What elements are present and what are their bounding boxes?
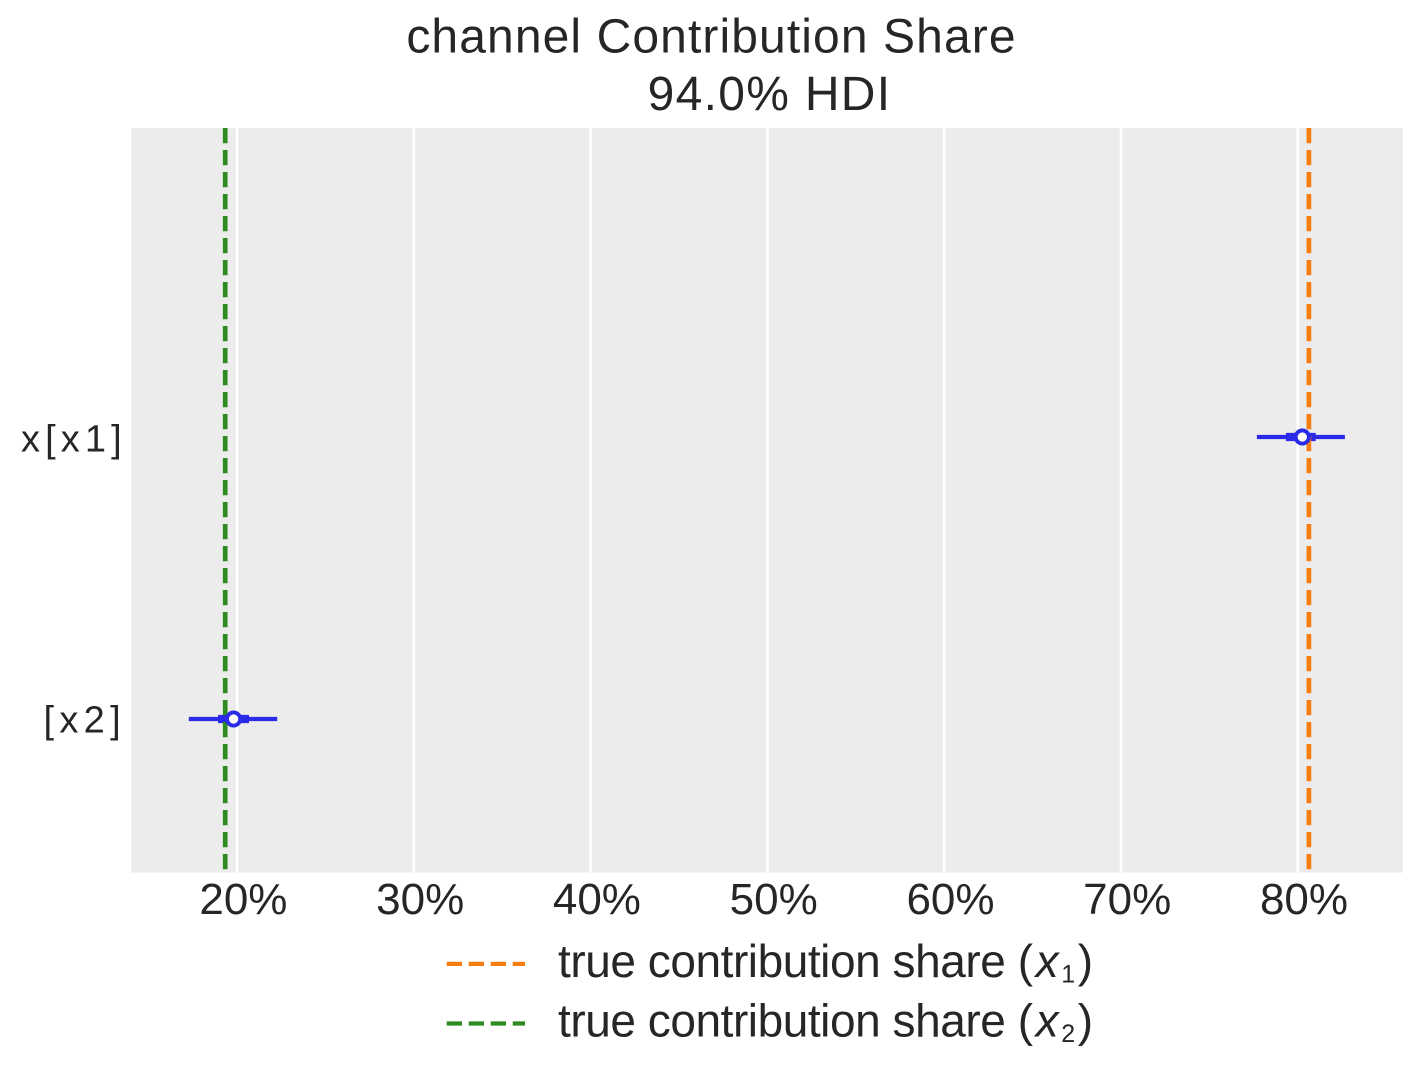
svg-text:80%: 80% [1260, 875, 1348, 924]
svg-text:94.0% HDI: 94.0% HDI [648, 68, 892, 121]
svg-text:70%: 70% [1083, 875, 1171, 924]
svg-text:true contribution share (x1): true contribution share (x1) [558, 935, 1093, 989]
svg-text:40%: 40% [553, 875, 641, 924]
svg-text:true contribution share (x2): true contribution share (x2) [558, 995, 1093, 1049]
svg-text:x[x1]: x[x1] [21, 419, 127, 461]
svg-text:60%: 60% [906, 875, 994, 924]
svg-text:[x2]: [x2] [44, 700, 126, 742]
svg-text:50%: 50% [730, 875, 818, 924]
svg-text:20%: 20% [199, 875, 287, 924]
svg-text:30%: 30% [376, 875, 464, 924]
svg-text:channel Contribution Share: channel Contribution Share [406, 11, 1016, 64]
